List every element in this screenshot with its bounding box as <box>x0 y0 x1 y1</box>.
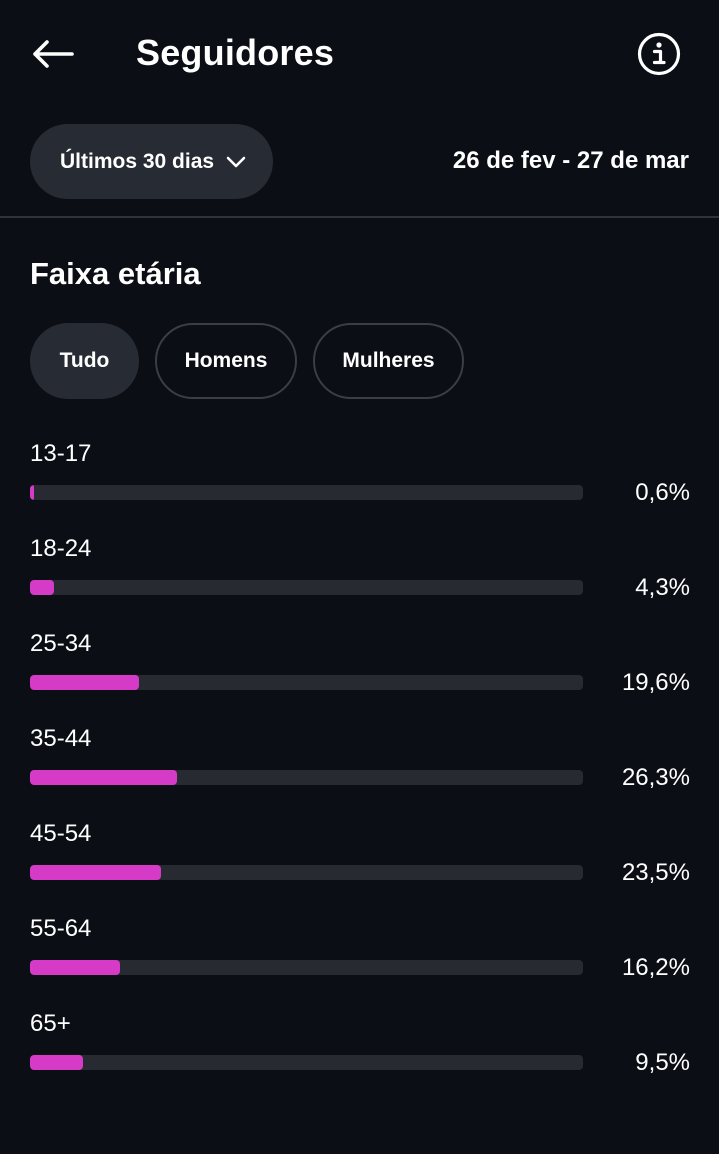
age-bar-fill <box>30 580 54 595</box>
filter-bar: Últimos 30 dias 26 de fev - 27 de mar <box>0 110 719 216</box>
age-bar-fill <box>30 960 121 975</box>
period-dropdown[interactable]: Últimos 30 dias <box>30 124 273 199</box>
section-title: Faixa etária <box>30 256 201 291</box>
age-row: 35-44 26,3% <box>30 715 690 810</box>
age-bar-fill <box>30 865 161 880</box>
app-header: Seguidores <box>0 0 719 110</box>
age-bar-fill <box>30 770 177 785</box>
age-row: 18-24 4,3% <box>30 525 690 620</box>
info-button[interactable] <box>636 31 682 77</box>
age-row-label: 13-17 <box>30 440 92 467</box>
age-bar-track <box>30 580 583 595</box>
age-row-label: 45-54 <box>30 820 92 847</box>
age-bar-fill <box>30 675 140 690</box>
age-row-label: 25-34 <box>30 630 92 657</box>
age-row-percent: 26,3% <box>621 764 690 791</box>
segment-all[interactable]: Tudo <box>30 323 139 399</box>
age-bar-track <box>30 770 583 785</box>
segment-women[interactable]: Mulheres <box>313 323 464 399</box>
age-bar-track <box>30 485 583 500</box>
page-title: Seguidores <box>136 32 335 73</box>
age-row-percent: 19,6% <box>621 669 690 696</box>
date-range: 26 de fev - 27 de mar <box>452 147 689 174</box>
age-row: 25-34 19,6% <box>30 620 690 715</box>
age-row-percent: 16,2% <box>621 954 690 981</box>
age-row: 55-64 16,2% <box>30 905 690 1000</box>
gender-segment-control: Tudo Homens Mulheres <box>30 323 464 399</box>
age-distribution-list: 13-17 0,6% 18-24 4,3% 25-34 19,6% 35-44 … <box>30 430 690 1095</box>
age-row-percent: 0,6% <box>635 479 690 506</box>
age-row-label: 55-64 <box>30 915 92 942</box>
segment-men[interactable]: Homens <box>155 323 297 399</box>
age-row: 65+ 9,5% <box>30 1000 690 1095</box>
age-row-label: 35-44 <box>30 725 92 752</box>
chevron-down-icon <box>226 152 246 172</box>
age-bar-track <box>30 865 583 880</box>
divider <box>0 216 719 218</box>
age-row: 13-17 0,6% <box>30 430 690 525</box>
age-bar-track <box>30 675 583 690</box>
info-circle-icon <box>637 32 681 76</box>
age-bar-fill <box>30 485 34 500</box>
back-button[interactable] <box>28 34 76 74</box>
age-row-label: 65+ <box>30 1010 71 1037</box>
age-row: 45-54 23,5% <box>30 810 690 905</box>
arrow-left-icon <box>33 40 74 68</box>
age-row-percent: 9,5% <box>635 1049 690 1076</box>
age-row-label: 18-24 <box>30 535 92 562</box>
age-bar-track <box>30 960 583 975</box>
age-bar-fill <box>30 1055 83 1070</box>
age-row-percent: 23,5% <box>621 859 690 886</box>
period-dropdown-label: Últimos 30 dias <box>60 149 215 173</box>
age-row-percent: 4,3% <box>635 574 690 601</box>
age-bar-track <box>30 1055 583 1070</box>
